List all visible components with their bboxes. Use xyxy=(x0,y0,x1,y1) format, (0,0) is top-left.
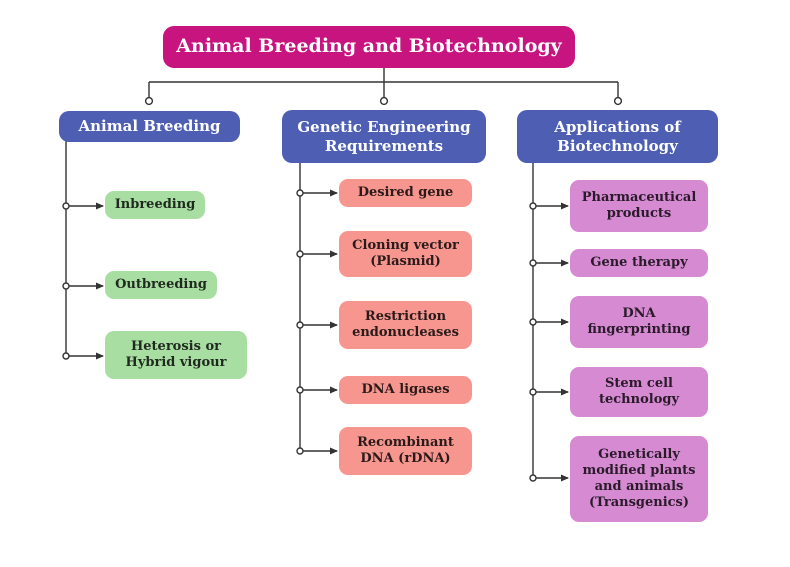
item-dna-ligases: DNA ligases xyxy=(339,376,472,404)
item-pharmaceutical-products: Pharmaceutical products xyxy=(570,180,708,232)
item-inbreeding: Inbreeding xyxy=(105,191,205,219)
item-cloning-vector: Cloning vector (Plasmid) xyxy=(339,231,472,277)
item-recombinant-dna: Recombinant DNA (rDNA) xyxy=(339,427,472,475)
item-heterosis-hybrid-vigour: Heterosis or Hybrid vigour xyxy=(105,331,247,379)
item-stem-cell-technology: Stem cell technology xyxy=(570,367,708,417)
item-desired-gene: Desired gene xyxy=(339,179,472,207)
category-applications-of-biotechnology: Applications of Biotechnology xyxy=(517,110,718,163)
item-restriction-endonucleases: Restriction endonucleases xyxy=(339,301,472,349)
item-outbreeding: Outbreeding xyxy=(105,271,217,299)
diagram-title: Animal Breeding and Biotechnology xyxy=(163,26,575,68)
item-genetically-modified-organisms: Genetically modified plants and animals … xyxy=(570,436,708,522)
item-gene-therapy: Gene therapy xyxy=(570,249,708,277)
category-animal-breeding: Animal Breeding xyxy=(59,111,240,142)
category-genetic-engineering-requirements: Genetic Engineering Requirements xyxy=(282,110,486,163)
item-dna-fingerprinting: DNA fingerprinting xyxy=(570,296,708,348)
